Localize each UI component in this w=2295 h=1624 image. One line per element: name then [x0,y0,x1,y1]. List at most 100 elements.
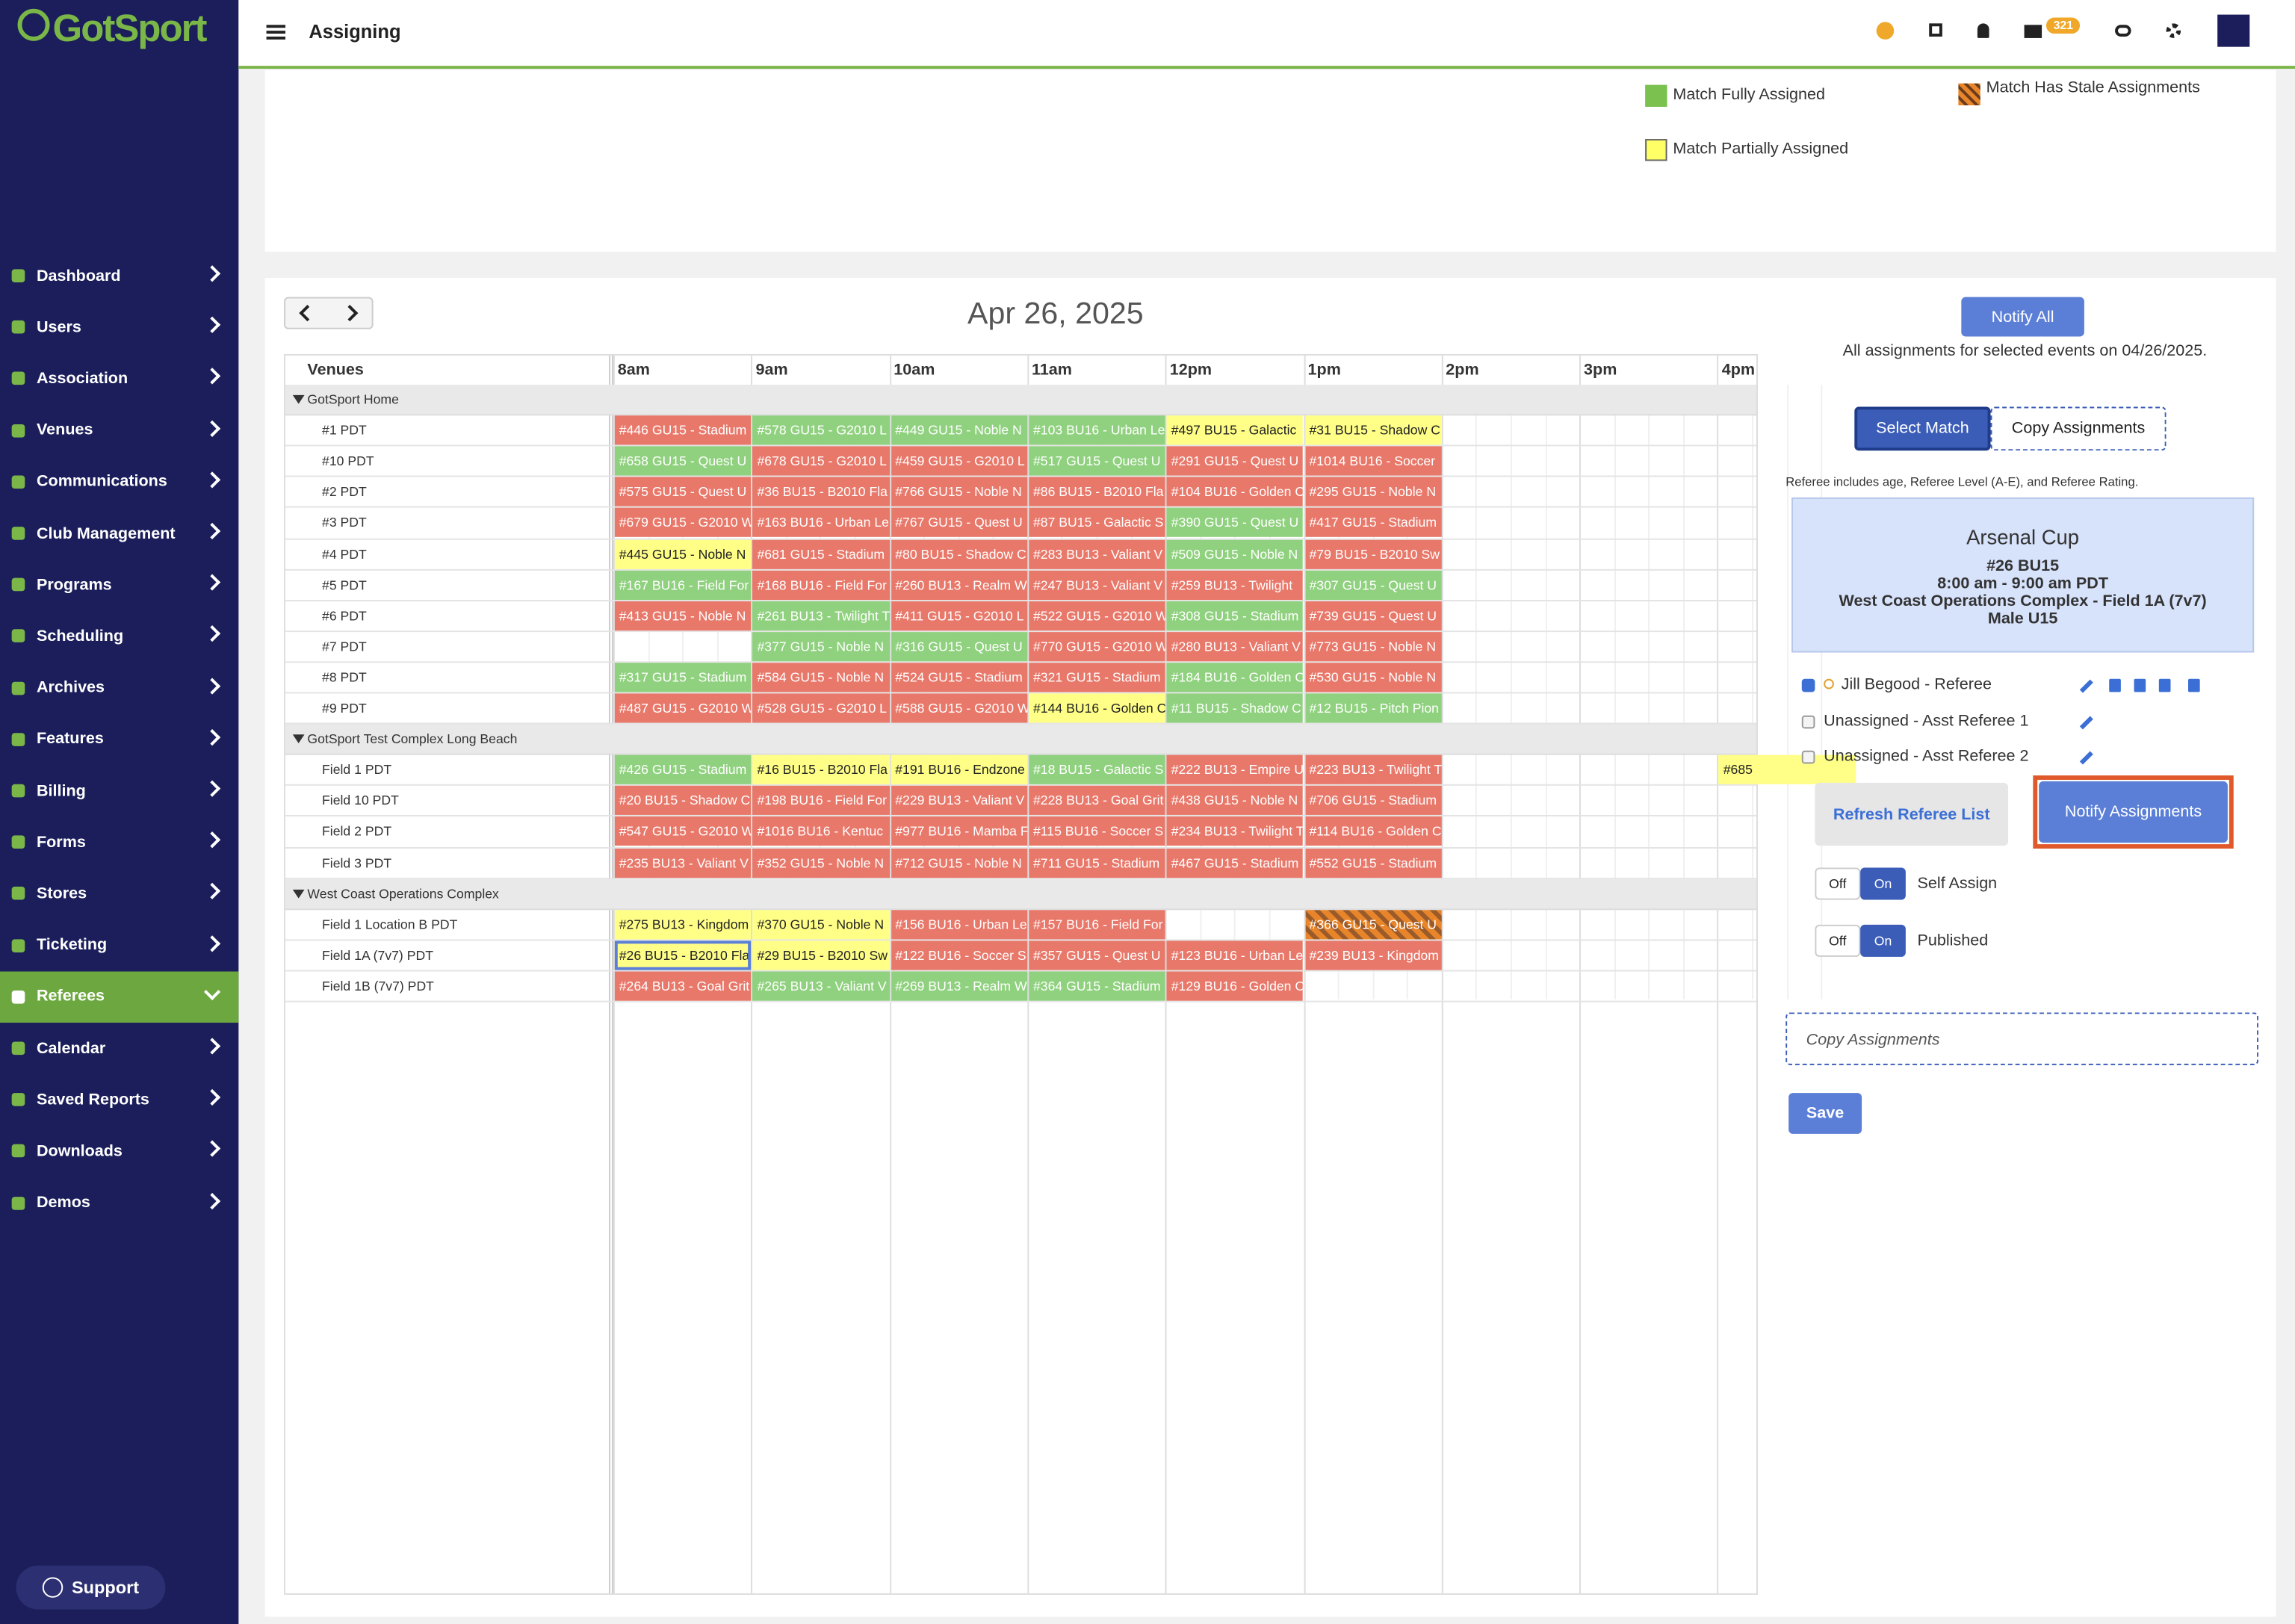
match-cell[interactable]: #509 GU15 - Noble N [1166,539,1304,568]
match-cell[interactable]: #658 GU15 - Quest U [614,446,752,476]
menu-item[interactable]: Club Management [0,508,238,560]
menu-item[interactable]: Programs [0,560,238,611]
match-cell[interactable]: #773 GU15 - Noble N [1304,631,1442,661]
match-cell[interactable]: #712 GU15 - Noble N [891,848,1028,878]
help-icon[interactable] [1876,22,1895,40]
match-cell[interactable]: #316 GU15 - Quest U [891,631,1028,661]
match-cell[interactable]: #766 GU15 - Noble N [891,477,1028,507]
match-cell[interactable]: #308 GU15 - Stadium [1166,601,1304,630]
match-cell[interactable]: #259 BU13 - Twilight [1166,570,1304,600]
match-cell[interactable]: #275 BU13 - Kingdom [614,909,752,939]
match-cell[interactable]: #122 BU16 - Soccer S [891,940,1028,970]
match-cell[interactable]: #497 BU15 - Galactic [1166,415,1304,445]
menu-item[interactable]: Communications [0,456,238,508]
match-cell[interactable]: #79 BU15 - B2010 Sw [1304,539,1442,568]
menu-item[interactable]: Venues [0,405,238,456]
match-cell[interactable]: #467 GU15 - Stadium [1166,848,1304,878]
match-cell[interactable]: #584 GU15 - Noble N [752,663,890,692]
menu-item[interactable]: Downloads [0,1126,238,1177]
match-cell[interactable]: #18 BU15 - Galactic S [1029,755,1165,785]
match-cell[interactable]: #191 BU16 - Endzone [891,755,1028,785]
menu-item[interactable]: Scheduling [0,611,238,663]
match-cell[interactable]: #269 BU13 - Realm W [891,971,1028,1001]
match-cell[interactable]: #446 GU15 - Stadium [614,415,752,445]
match-cell[interactable]: #575 GU15 - Quest U [614,477,752,507]
match-cell[interactable]: #739 GU15 - Quest U [1304,601,1442,630]
match-cell[interactable]: #291 GU15 - Quest U [1166,446,1304,476]
match-cell[interactable]: #87 BU15 - Galactic S [1029,508,1165,538]
match-cell[interactable]: #679 GU15 - G2010 W [614,508,752,538]
match-cell[interactable]: #168 BU16 - Field For [752,570,890,600]
menu-item[interactable]: Forms [0,816,238,868]
edit-icon[interactable] [2079,679,2093,693]
match-cell[interactable]: #517 GU15 - Quest U [1029,446,1165,476]
referee-checkbox[interactable] [1801,750,1815,764]
match-cell[interactable]: #115 BU16 - Soccer S [1029,816,1165,846]
match-cell[interactable]: #317 GU15 - Stadium [614,663,752,692]
match-cell[interactable]: #222 BU13 - Empire U [1166,755,1304,785]
referee-checkbox[interactable] [1801,678,1815,692]
copy-input[interactable]: Copy Assignments [1785,1012,2259,1065]
match-cell[interactable]: #678 GU15 - G2010 L [752,446,890,476]
settings-icon[interactable] [2166,23,2181,38]
refresh-button[interactable]: Refresh Referee List [1815,782,2009,846]
toggle-off[interactable]: Off [1815,867,1861,900]
match-cell[interactable]: #1016 BU16 - Kentuc [752,816,890,846]
prev[interactable] [298,305,316,322]
menu-item[interactable]: Archives [0,662,238,713]
match-cell[interactable]: #157 BU16 - Field For [1029,909,1165,939]
menu-item[interactable]: Dashboard [0,250,238,302]
match-cell[interactable]: #229 BU13 - Valiant V [891,786,1028,816]
menu-item[interactable]: Ticketing [0,920,238,971]
match-cell[interactable]: #530 GU15 - Noble N [1304,663,1442,692]
match-cell[interactable]: #103 BU16 - Urban Le [1029,415,1165,445]
match-cell[interactable]: #29 BU15 - B2010 Sw [752,940,890,970]
toggle-off[interactable]: Off [1815,924,1861,957]
match-cell[interactable]: #265 BU13 - Valiant V [752,971,890,1001]
match-cell[interactable]: #307 GU15 - Quest U [1304,570,1442,600]
match-cell[interactable]: #706 GU15 - Stadium [1304,786,1442,816]
menu-item[interactable]: Referees [0,971,239,1023]
match-cell[interactable]: #459 GU15 - G2010 L [891,446,1028,476]
match-cell[interactable]: #235 BU13 - Valiant V [614,848,752,878]
match-cell[interactable]: #123 BU16 - Urban Le [1166,940,1304,970]
match-cell[interactable]: #547 GU15 - G2010 W [614,816,752,846]
mail-icon[interactable] [2024,25,2042,38]
support-button[interactable]: Support [16,1565,166,1610]
match-cell[interactable]: #357 GU15 - Quest U [1029,940,1165,970]
match-cell[interactable]: #280 BU13 - Valiant V [1166,631,1304,661]
match-cell[interactable]: #552 GU15 - Stadium [1304,848,1442,878]
match-cell[interactable]: #156 BU16 - Urban Le [891,909,1028,939]
match-cell[interactable]: #487 GU15 - G2010 W [614,693,752,723]
menu-item[interactable]: Calendar [0,1023,238,1074]
match-cell[interactable]: #20 BU15 - Shadow C [614,786,752,816]
match-cell[interactable]: #86 BU15 - B2010 Fla [1029,477,1165,507]
match-cell[interactable]: #321 GU15 - Stadium [1029,663,1165,692]
match-cell[interactable]: #283 BU13 - Valiant V [1029,539,1165,568]
match-cell[interactable]: #129 BU16 - Golden C [1166,971,1304,1001]
avatar[interactable] [2217,14,2250,47]
match-cell[interactable]: #711 GU15 - Stadium [1029,848,1165,878]
match-cell[interactable]: #352 GU15 - Noble N [752,848,890,878]
match-cell[interactable]: #370 GU15 - Noble N [752,909,890,939]
match-cell[interactable]: #770 GU15 - G2010 W [1029,631,1165,661]
menu-item[interactable]: Saved Reports [0,1074,238,1126]
edit-icon[interactable] [2079,751,2093,765]
notify-all-button[interactable]: Notify All [1961,297,2084,337]
menu-item[interactable]: Billing [0,765,238,816]
match-cell[interactable]: #767 GU15 - Quest U [891,508,1028,538]
match-cell[interactable]: #528 GU15 - G2010 L [752,693,890,723]
match-cell[interactable]: #522 GU15 - G2010 W [1029,601,1165,630]
match-cell[interactable]: #377 GU15 - Noble N [752,631,890,661]
match-cell[interactable]: #228 BU13 - Goal Grit [1029,786,1165,816]
menu-item[interactable]: Features [0,713,238,765]
match-cell[interactable]: #295 GU15 - Noble N [1304,477,1442,507]
match-cell[interactable]: #417 GU15 - Stadium [1304,508,1442,538]
match-cell[interactable]: #36 BU15 - B2010 Fla [752,477,890,507]
tab[interactable]: Select Match [1854,406,1991,451]
match-cell[interactable]: #184 BU16 - Golden C [1166,663,1304,692]
referee-action[interactable] [2109,678,2121,692]
match-cell[interactable]: #445 GU15 - Noble N [614,539,752,568]
match-cell[interactable]: #198 BU16 - Field For [752,786,890,816]
next[interactable] [341,305,359,322]
